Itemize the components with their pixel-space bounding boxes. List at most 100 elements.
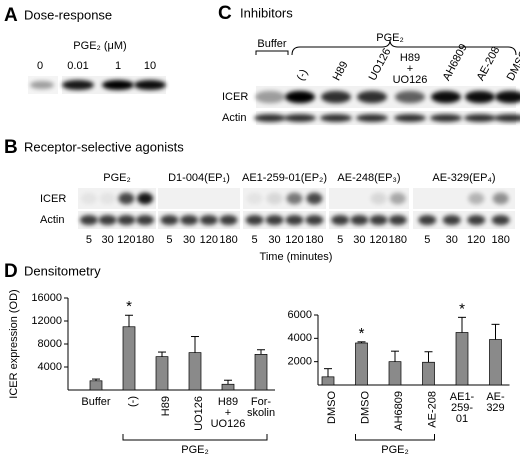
lane-label: H89 (331, 59, 351, 82)
group-label: D1-004(EP₁) (168, 172, 230, 184)
blot-background (413, 211, 515, 229)
blot-background (158, 188, 240, 209)
time-label: 120 (285, 234, 303, 246)
significance-mark: * (459, 300, 465, 317)
row-label: ICER (40, 193, 66, 205)
blot-band (350, 214, 369, 226)
time-label: 30 (446, 234, 458, 246)
lane-label: 0 (37, 60, 43, 72)
bar (89, 380, 103, 391)
group-label: AE-248(EP₃) (337, 172, 400, 184)
bar (388, 361, 402, 386)
blot-band (284, 114, 316, 122)
blot-band (418, 214, 437, 226)
time-label: 180 (492, 234, 510, 246)
blot-band (246, 192, 263, 205)
panel-letter: B (4, 137, 18, 158)
x-tick-label: AE-329 (486, 391, 505, 414)
group-label: AE-329(EP₄) (432, 172, 495, 184)
time-label: 5 (252, 234, 258, 246)
y-tick-label: 16000 (31, 292, 62, 304)
time-label: 120 (369, 234, 387, 246)
blot-band (494, 114, 520, 122)
bar (188, 352, 202, 391)
group-bracket (122, 434, 268, 441)
blot-band (285, 90, 315, 104)
blot-band (285, 214, 304, 226)
significance-mark: * (359, 325, 365, 342)
blot-band (80, 192, 97, 205)
blot-band (160, 214, 179, 226)
x-tick-label: UO126 (193, 396, 205, 431)
blot-band (464, 114, 496, 122)
x-tick-label: (-) (127, 396, 139, 407)
row-label: Actin (40, 214, 64, 226)
time-label: 180 (219, 234, 237, 246)
bar (321, 376, 335, 386)
treatment-label: PGE₂ (376, 32, 404, 44)
blot-band (286, 192, 303, 205)
y-axis-label: ICER expression (OD) (8, 289, 20, 398)
blot-band (468, 192, 485, 205)
time-label: 5 (86, 234, 92, 246)
y-tick-label: 4000 (38, 361, 62, 373)
x-tick-label: H89 (160, 396, 172, 416)
lane-label: 0.01 (67, 60, 88, 72)
blot-background (329, 188, 409, 209)
bar (355, 342, 368, 386)
time-label: 5 (166, 234, 172, 246)
time-label: 5 (337, 234, 343, 246)
blot-band (388, 214, 407, 226)
group-label: AE1-259-01(EP₂) (242, 172, 327, 184)
blot-band (254, 114, 286, 122)
x-tick-label: AH6809 (393, 391, 405, 431)
blot-band (321, 90, 351, 104)
panel-title: Receptor-selective agonists (24, 139, 184, 154)
blot-band (356, 114, 388, 122)
blot-band (136, 214, 155, 226)
blot-band (370, 192, 387, 205)
lane-label: UO126 (367, 46, 394, 82)
time-label: 120 (467, 234, 485, 246)
blot-background (78, 211, 156, 229)
row-label: Actin (222, 112, 246, 124)
bar (221, 383, 235, 391)
bar (455, 332, 469, 386)
blot-band (369, 214, 388, 226)
y-tick-label: 6000 (288, 309, 312, 321)
panel-title: Dose-response (24, 7, 112, 22)
blot-band (199, 214, 218, 226)
blot-band (62, 79, 94, 91)
bar (122, 326, 136, 391)
time-label: 120 (200, 234, 218, 246)
blot-band (442, 214, 461, 226)
lane-label: 1 (115, 60, 121, 72)
blot-band (98, 214, 117, 226)
blot-background (158, 211, 240, 229)
x-tick-label: AE1-259-01 (450, 391, 475, 425)
x-tick-label: AE-208 (426, 391, 438, 428)
blot-band (492, 192, 509, 205)
blot-band (266, 192, 283, 205)
bar (422, 361, 435, 386)
bar (489, 339, 502, 386)
group-label: PGE₂ (381, 444, 409, 455)
blot-band (117, 214, 136, 226)
blot-band (357, 90, 387, 104)
significance-mark: * (126, 298, 132, 315)
panel-letter: C (218, 3, 232, 24)
y-tick-label: 8000 (38, 338, 62, 350)
x-axis-label: Time (minutes) (260, 251, 333, 263)
blot-background (243, 211, 326, 229)
row-label: ICER (222, 91, 248, 103)
blot-band (389, 192, 406, 205)
lane-label: H89 + UO126 (393, 52, 428, 86)
time-label: 30 (102, 234, 114, 246)
lane-label: AH6809 (441, 42, 470, 83)
blot-band (491, 214, 510, 226)
x-tick-label: H89 + UO126 (211, 396, 246, 430)
blot-background (329, 211, 409, 229)
buffer-label: Buffer (257, 38, 286, 50)
panel-title: Densitometry (24, 263, 101, 278)
